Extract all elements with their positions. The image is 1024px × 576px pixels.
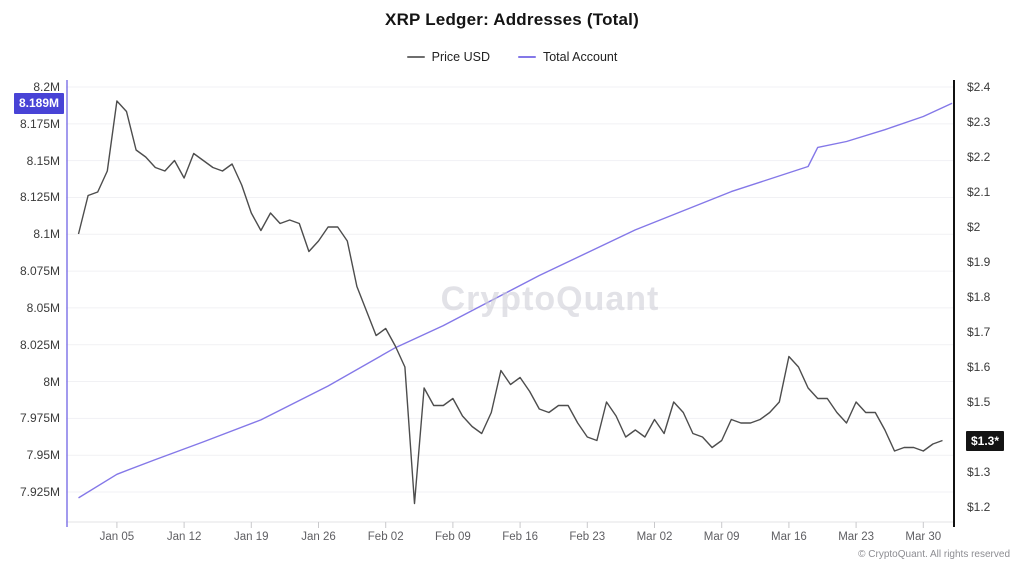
legend-line-marker-icon [517,56,536,58]
y-axis-right-tick-label: $1.9 [967,255,991,269]
legend-label: Price USD [431,50,490,64]
legend-line-marker-icon [406,56,425,58]
y-axis-right-tick-label: $1.7 [967,325,991,339]
y-axis-right-tick-label: $2.4 [967,80,991,94]
x-axis-tick-label: Mar 30 [905,531,942,543]
y-axis-left-tick-label: 8.15M [26,153,60,168]
y-axis-right-tick-label: $1.5 [967,395,991,409]
x-axis-tick-label: Mar 23 [838,531,874,543]
x-axis-tick-label: Feb 02 [367,531,404,543]
x-axis-tick-label: Feb 09 [434,531,471,543]
x-axis-tick-label: Feb 16 [502,531,538,543]
y-axis-left-tick-label: 8.05M [26,300,60,315]
chart-title: XRP Ledger: Addresses (Total) [385,10,639,29]
y-axis-right-tick-label: $2.3 [967,115,991,129]
y-axis-right-tick-label: $1.3 [967,465,991,479]
y-axis-left-tick-label: 8.2M [33,80,60,94]
y-axis-left-tick-label: 7.95M [26,448,60,463]
y-axis-right-tick-label: $2.2 [967,150,991,164]
y-axis-right-tick-label: $2.1 [967,185,991,199]
legend-item-price-usd[interactable]: Price USD [406,50,490,64]
y-axis-left-tick-label: 8.075M [19,264,60,279]
last-value-badge-price: $1.3* [966,430,1005,451]
y-axis-left-tick-label: 8.025M [19,337,60,352]
x-axis-tick-label: Jan 19 [234,531,269,543]
y-axis-right-tick-label: $1.6 [967,360,991,374]
x-axis-tick-label: Jan 05 [99,531,135,543]
x-axis-tick-label: Jan 12 [166,531,202,543]
y-axis-left-tick-label: 8.175M [19,116,60,131]
y-axis-right-tick-label: $2 [967,220,981,234]
y-axis-right-tick-label: $1.8 [967,290,991,304]
y-axis-right-tick-label: $1.2 [967,500,991,514]
x-axis-tick-label: Mar 02 [636,531,673,543]
y-axis-left-tick-label: 8.125M [19,190,60,205]
legend: Price USD Total Account [0,50,1024,64]
y-axis-left-tick-label: 8.1M [33,227,60,242]
y-axis-left-tick-label: 7.925M [19,485,60,500]
x-axis-tick-label: Mar 16 [770,531,807,543]
legend-item-total-account[interactable]: Total Account [517,50,618,64]
x-axis-tick-label: Feb 23 [569,531,606,543]
total-account-line [78,102,953,499]
copyright-note: © CryptoQuant. All rights reserved [858,549,1010,560]
price-usd-line [77,100,943,505]
last-value-badge-total-account: 8.189M [13,93,64,114]
legend-label: Total Account [542,50,618,64]
x-axis-tick-label: Mar 09 [703,531,740,543]
y-axis-left-tick-label: 7.975M [19,411,60,426]
y-axis-left-tick-label: 8M [43,374,60,389]
x-axis-tick-label: Jan 26 [301,531,336,543]
